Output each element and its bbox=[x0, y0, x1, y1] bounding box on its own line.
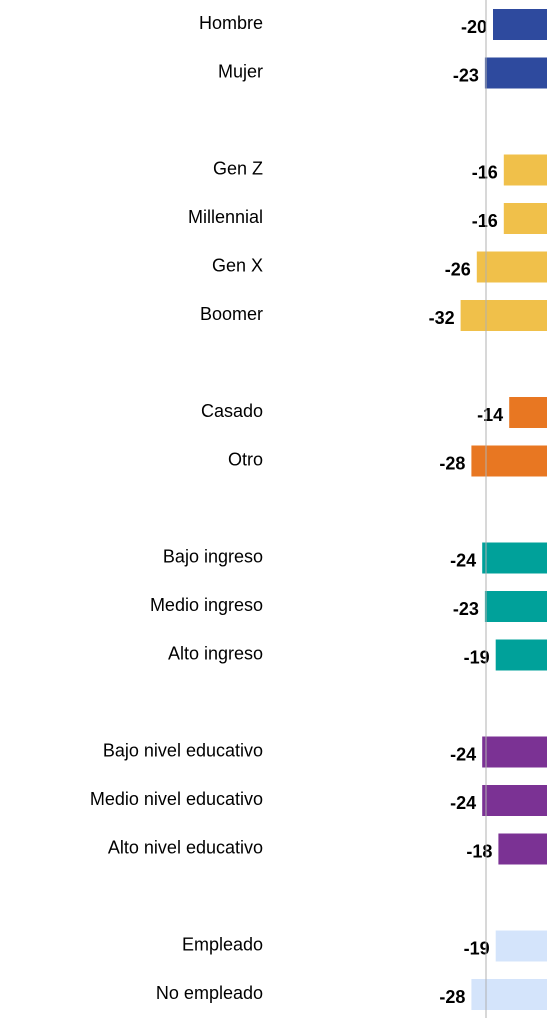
value-label: -19 bbox=[464, 938, 490, 958]
bar bbox=[495, 639, 547, 671]
value-label: -28 bbox=[439, 453, 465, 473]
category-label: No empleado bbox=[156, 983, 263, 1003]
value-label: -23 bbox=[453, 599, 479, 619]
bar bbox=[484, 57, 547, 89]
value-label: -32 bbox=[429, 308, 455, 328]
bar bbox=[509, 397, 547, 428]
category-label: Hombre bbox=[199, 13, 263, 33]
value-label: -14 bbox=[477, 405, 503, 425]
value-label: -18 bbox=[466, 841, 492, 861]
bar bbox=[503, 154, 547, 186]
category-label: Bajo ingreso bbox=[163, 546, 263, 566]
value-label: -26 bbox=[445, 259, 471, 279]
bar bbox=[471, 979, 547, 1010]
category-label: Gen X bbox=[212, 255, 263, 275]
category-label: Empleado bbox=[182, 934, 263, 954]
category-label: Gen Z bbox=[213, 158, 263, 178]
bar bbox=[484, 591, 547, 622]
category-label: Bajo nivel educativo bbox=[103, 740, 263, 760]
value-label: -20 bbox=[461, 17, 487, 37]
bar bbox=[482, 785, 547, 816]
value-label: -24 bbox=[450, 550, 476, 570]
bar bbox=[482, 736, 547, 768]
value-label: -28 bbox=[439, 987, 465, 1007]
category-label: Medio nivel educativo bbox=[90, 789, 263, 809]
category-label: Alto ingreso bbox=[168, 643, 263, 663]
bar bbox=[460, 300, 547, 331]
category-label: Boomer bbox=[200, 304, 263, 324]
bar bbox=[495, 930, 547, 962]
value-label: -24 bbox=[450, 744, 476, 764]
value-label: -19 bbox=[464, 647, 490, 667]
bar bbox=[482, 542, 547, 574]
bar bbox=[493, 9, 547, 40]
bar bbox=[476, 251, 547, 283]
category-label: Otro bbox=[228, 449, 263, 469]
value-label: -23 bbox=[453, 65, 479, 85]
category-label: Alto nivel educativo bbox=[108, 837, 263, 857]
category-label: Casado bbox=[201, 401, 263, 421]
bar bbox=[503, 203, 547, 234]
bar bbox=[498, 833, 547, 865]
value-label: -16 bbox=[472, 211, 498, 231]
category-label: Millennial bbox=[188, 207, 263, 227]
value-label: -16 bbox=[472, 162, 498, 182]
bar bbox=[471, 445, 547, 477]
value-label: -24 bbox=[450, 793, 476, 813]
category-label: Medio ingreso bbox=[150, 595, 263, 615]
category-label: Mujer bbox=[218, 61, 263, 81]
